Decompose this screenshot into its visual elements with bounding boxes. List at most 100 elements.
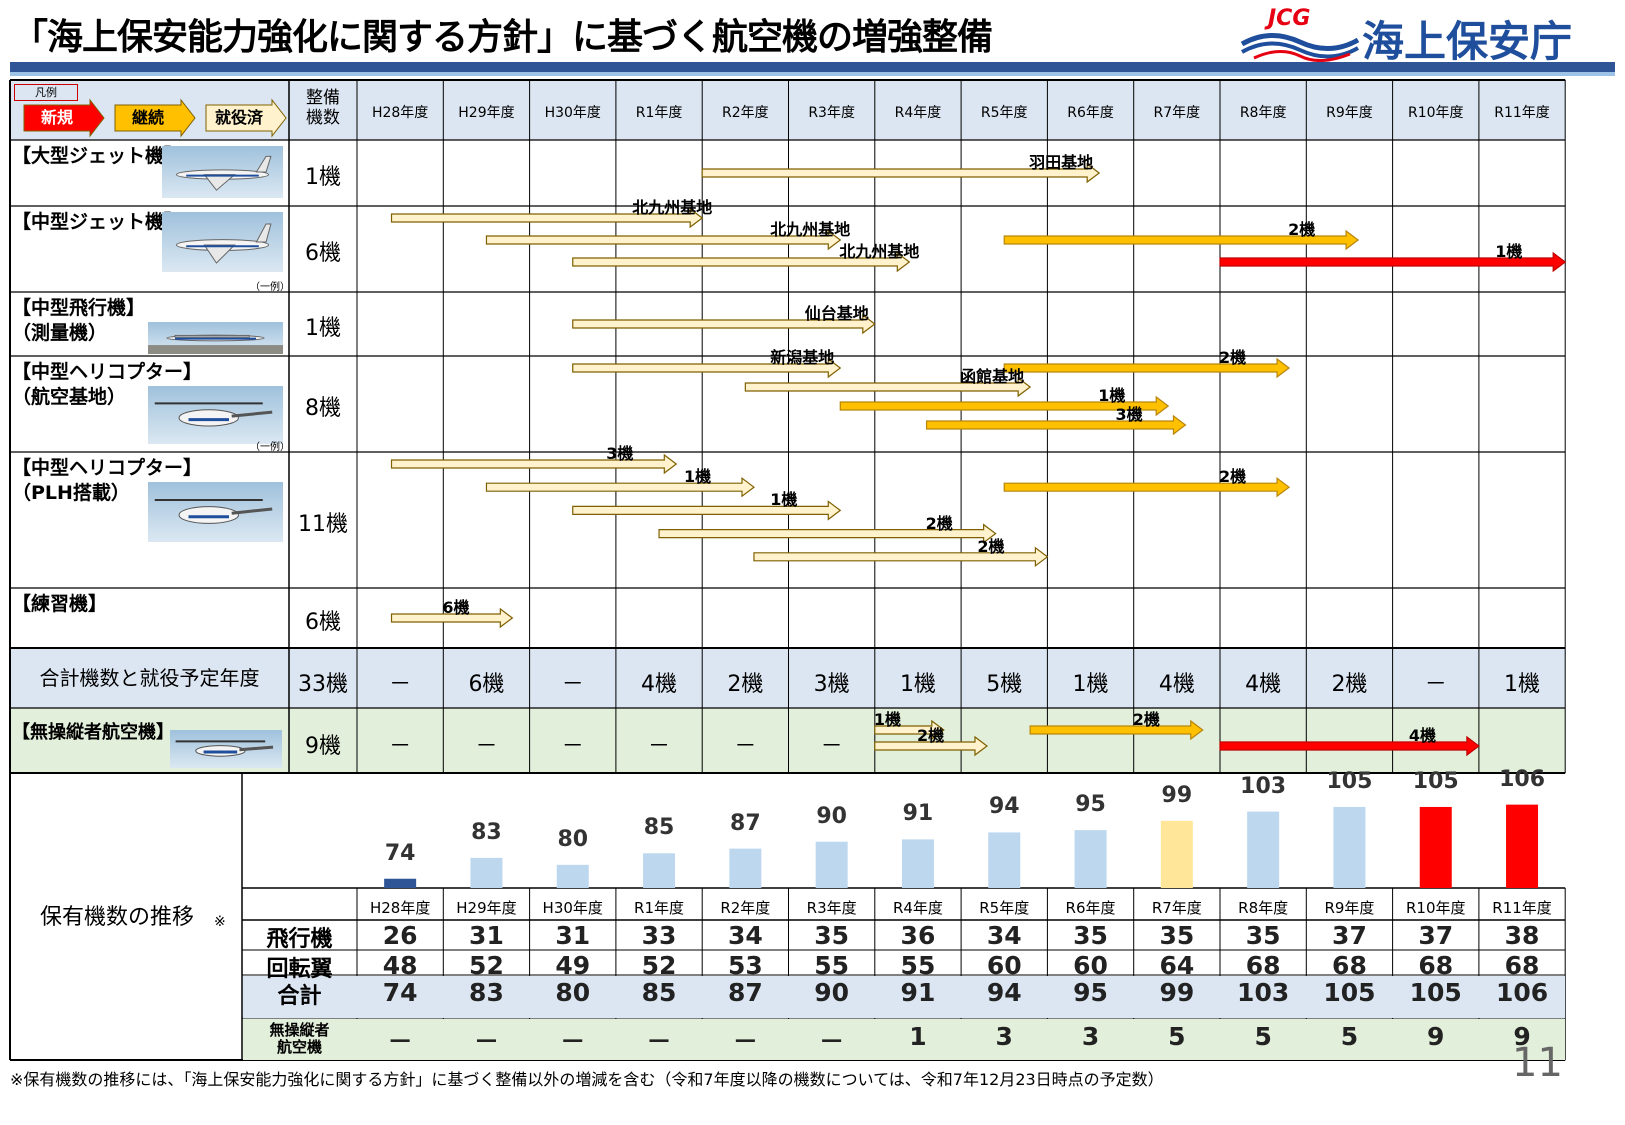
holdings-total-bg (243, 976, 1566, 1018)
arrow-label-3-3: 1機 (1098, 386, 1126, 405)
bar-value-label: 95 (1075, 792, 1106, 818)
holdings-value: 60 (1073, 951, 1108, 980)
schedule-arrow-3-0 (572, 357, 842, 379)
row-label: 【大型ジェット機】 (12, 145, 184, 167)
bar-value-label: 103 (1240, 773, 1287, 799)
schedule-arrow-1-3 (1003, 229, 1360, 251)
arrow-label-3-4: 3機 (1115, 405, 1143, 424)
year-header: R10年度 (1407, 105, 1464, 121)
holdings-year: R5年度 (979, 899, 1030, 917)
totals-value: － (1424, 672, 1447, 697)
jcg-logo: JCG 海上保安庁 (1240, 6, 1620, 66)
schedule-arrow-3-2 (1003, 357, 1291, 379)
year-header: R11年度 (1494, 105, 1550, 121)
schedule-arrow-4-4 (753, 546, 1049, 567)
holdings-value: 1 (909, 1022, 927, 1051)
row-label: 【中型ヘリコプター】 （PLH搭載） (12, 457, 203, 504)
holdings-year: R7年度 (1151, 899, 1202, 917)
holdings-mark: ※ (214, 914, 226, 930)
schedule-arrow-1-0 (390, 207, 704, 229)
year-header: R3年度 (808, 105, 855, 121)
holdings-value: 3 (995, 1022, 1013, 1051)
holdings-bar (470, 857, 503, 888)
uav-value: － (561, 734, 584, 759)
holdings-value: 3 (1081, 1022, 1100, 1051)
schedule-arrow-1-1 (485, 229, 842, 251)
jet-photo (162, 212, 283, 272)
arrow-label-0-0: 羽田基地 (1029, 153, 1094, 172)
arrow-label-3-0: 新潟基地 (770, 348, 835, 367)
holdings-value: 35 (1073, 921, 1108, 950)
holdings-year: R10年度 (1405, 899, 1466, 917)
holdings-row-label: 飛行機 (266, 927, 333, 952)
schedule-arrow-uav-2 (1029, 719, 1204, 741)
bar-value-label: 87 (730, 810, 761, 836)
row-count: 8機 (305, 396, 341, 421)
totals-value: 4機 (1158, 672, 1195, 697)
holdings-bar (1074, 830, 1107, 888)
schedule-arrow-4-3 (658, 523, 997, 544)
holdings-title: 保有機数の推移 (40, 905, 195, 930)
holdings-year: R3年度 (806, 899, 857, 917)
heli-photo (148, 386, 283, 444)
holdings-bar (1506, 804, 1539, 888)
holdings-row-label: 合計 (277, 984, 322, 1009)
schedule-arrow-1-2 (572, 251, 911, 273)
holdings-bar (1419, 806, 1452, 888)
year-header: R5年度 (980, 105, 1028, 121)
holdings-year: R9年度 (1324, 899, 1375, 917)
holdings-year: R4年度 (892, 899, 943, 917)
arrow-label-1-4: 1機 (1495, 242, 1523, 261)
schedule-arrow-4-5 (1003, 477, 1291, 498)
legend-label: 継続 (131, 108, 164, 127)
arrow-label-4-2: 1機 (770, 490, 798, 510)
arrow-label-uav-1: 2機 (916, 726, 945, 745)
holdings-bar (815, 841, 848, 888)
holdings-value: 68 (1504, 951, 1540, 980)
year-header: R2年度 (722, 105, 769, 121)
example-note: （一例） (250, 442, 290, 453)
bar-value-label: 105 (1412, 768, 1459, 794)
bar-value-label: 83 (471, 819, 502, 845)
holdings-year: H30年度 (542, 899, 603, 917)
totals-label: 合計機数と就役予定年度 (39, 666, 260, 690)
arrow-label-1-3: 2機 (1288, 220, 1316, 239)
row-count: 6機 (305, 241, 341, 266)
org-name: 海上保安庁 (1362, 17, 1573, 66)
legend-title: 凡例 (14, 84, 78, 101)
bar-value-label: 90 (816, 803, 847, 829)
holdings-value: 52 (469, 951, 504, 980)
holdings-value: － (732, 1027, 758, 1056)
holdings-bar (988, 832, 1021, 888)
arrow-label-4-3: 2機 (925, 513, 953, 533)
holdings-value: 9 (1427, 1022, 1445, 1051)
year-header: R6年度 (1067, 105, 1114, 121)
holdings-year: R8年度 (1238, 899, 1289, 917)
holdings-uav-bg (243, 1019, 1566, 1060)
heli-photo (148, 482, 283, 542)
uav-value: － (389, 734, 412, 759)
holdings-value: 9 (1513, 1022, 1531, 1051)
holdings-year: R6年度 (1065, 899, 1116, 917)
holdings-year: H29年度 (456, 899, 517, 917)
totals-value: － (561, 672, 584, 697)
uav-value: － (820, 734, 843, 759)
arrow-label-4-0: 3機 (606, 444, 634, 463)
holdings-value: － (646, 1027, 672, 1056)
holdings-bar (643, 853, 676, 888)
bar-value-label: 85 (643, 815, 675, 841)
year-header: R7年度 (1153, 105, 1201, 121)
arrow-label-3-2: 2機 (1219, 348, 1247, 367)
holdings-row-label: 回転翼 (266, 957, 333, 982)
row-count: 1機 (305, 316, 341, 341)
year-header: H30年度 (544, 105, 601, 121)
holdings-value: 37 (1418, 921, 1454, 950)
schedule-arrow-4-2 (572, 500, 842, 521)
totals-value: 1機 (1504, 672, 1541, 697)
year-header: R4年度 (894, 105, 942, 121)
uav-value: － (648, 734, 671, 759)
totals-value: 2機 (1331, 672, 1368, 697)
bar-value-label: 74 (384, 840, 416, 866)
holdings-value: 35 (1159, 921, 1195, 950)
title-underline (10, 62, 1615, 74)
